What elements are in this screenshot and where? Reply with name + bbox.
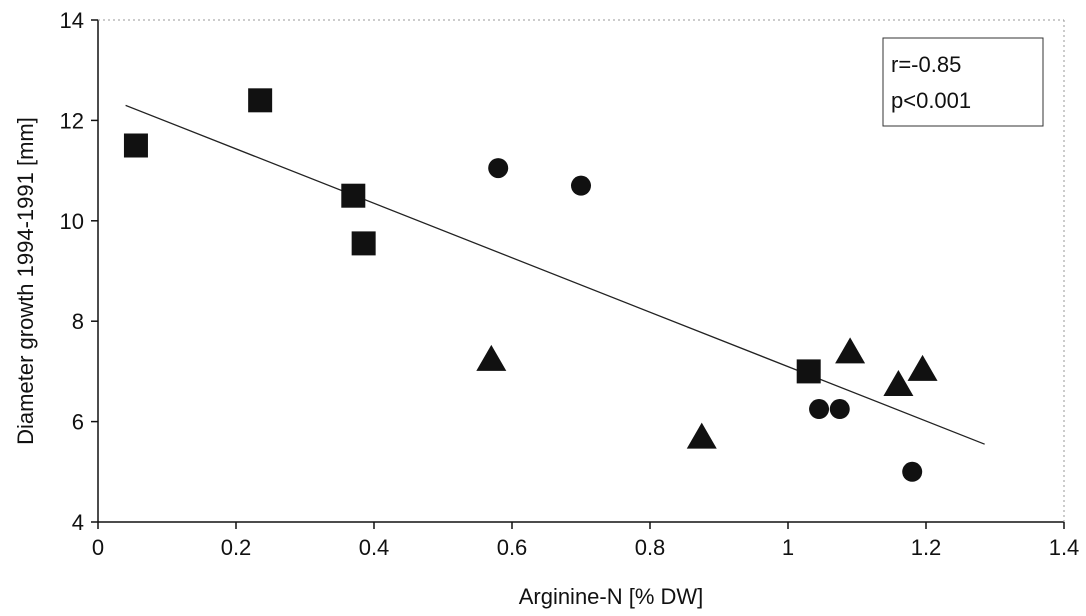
stats-box: r=-0.85 p<0.001 [882, 37, 1044, 127]
circle-point [571, 175, 591, 196]
x-tick-label: 1.2 [911, 535, 942, 560]
square-point [796, 359, 821, 384]
y-tick-label: 14 [60, 8, 84, 33]
y-tick-label: 4 [72, 510, 84, 535]
circle-point [488, 158, 509, 179]
data-points [123, 88, 938, 482]
square-point [248, 88, 273, 113]
y-tick-label: 10 [60, 209, 84, 234]
axes [97, 19, 1065, 523]
circle-point [902, 461, 923, 482]
y-tick-label: 6 [72, 410, 84, 435]
x-axis-title: Arginine-N [% DW] [519, 584, 704, 609]
x-tick-label: 1 [782, 535, 794, 560]
x-tick-label: 0.8 [635, 535, 666, 560]
regression-line [125, 104, 985, 445]
x-tick-label: 1.4 [1049, 535, 1080, 560]
x-tick-label: 0 [92, 535, 104, 560]
y-tick-label: 12 [60, 108, 84, 133]
x-tick-label: 0.2 [221, 535, 252, 560]
circle-point [809, 399, 830, 420]
stats-correlation: r=-0.85 [891, 52, 961, 77]
stats-box-border [882, 37, 1044, 127]
triangle-point [883, 369, 914, 396]
square-point [341, 183, 366, 208]
y-axis-title: Diameter growth 1994-1991 [mm] [13, 117, 38, 445]
square-point [123, 133, 148, 158]
triangle-point [835, 337, 866, 364]
triangle-point [476, 344, 507, 371]
y-axis-ticks: 4 6 8 10 12 14 [60, 8, 98, 535]
y-tick-label: 8 [72, 309, 84, 334]
regression-line-group [125, 104, 985, 445]
x-axis-ticks: 0 0.2 0.4 0.6 0.8 1 1.2 1.4 [92, 522, 1079, 560]
triangle-point [686, 422, 717, 449]
triangle-point [907, 354, 938, 381]
stats-p-value: p<0.001 [891, 88, 971, 113]
circle-point [829, 399, 850, 420]
x-tick-label: 0.6 [497, 535, 528, 560]
x-tick-label: 0.4 [359, 535, 390, 560]
square-point [351, 231, 376, 256]
